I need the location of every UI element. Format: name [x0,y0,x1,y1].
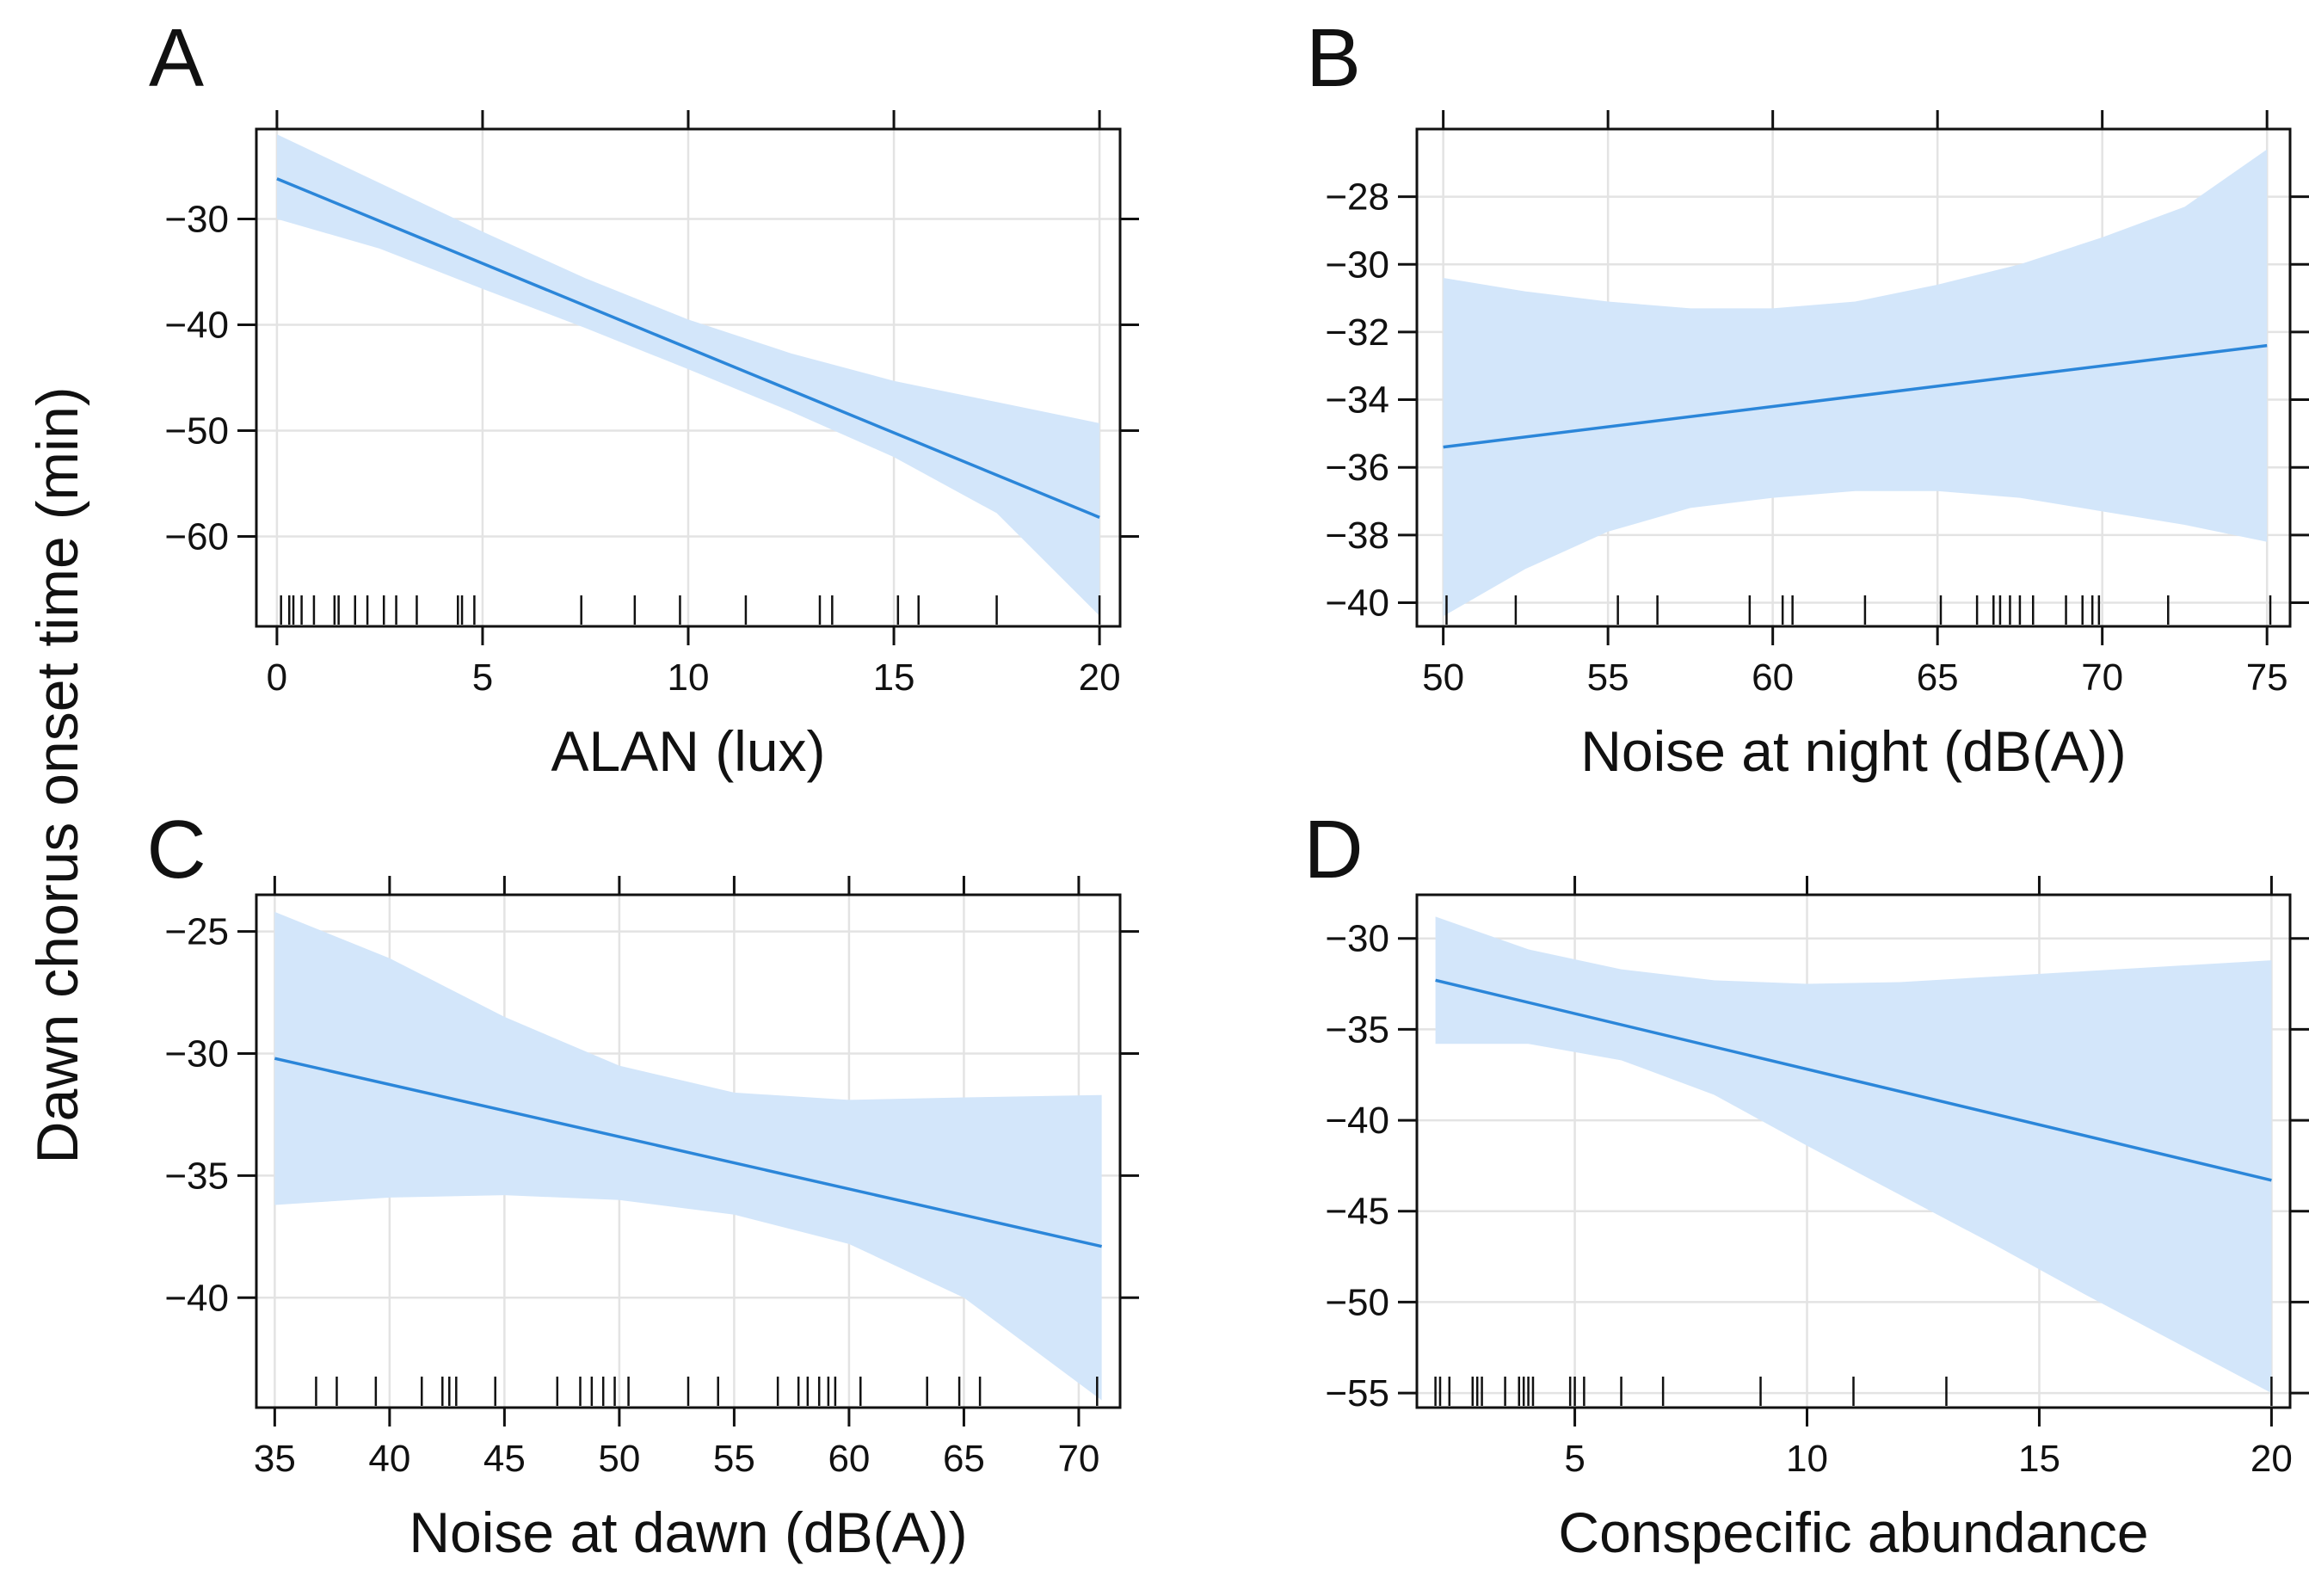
y-tick-label: −32 [1325,311,1389,354]
y-tick-label: −35 [164,1155,229,1197]
fit-line [276,177,1100,519]
panel-b: 50 55 60 65 70 75 −28 −30 −32 −34 −36 −38 −40 Noise a… [1306,12,2309,783]
x-tick-label: 70 [1057,1438,1099,1480]
y-tick-label: −28 [1325,176,1389,219]
y-tick-label: −38 [1325,515,1389,557]
x-tick-label: 45 [483,1438,526,1480]
panel-letter: B [1306,12,1361,104]
x-tick-label: 15 [2018,1438,2060,1480]
x-tick-label: 10 [668,656,710,699]
y-tick-label: −40 [1325,582,1389,624]
x-axis-title: ALAN (lux) [551,719,825,783]
plot-frame [255,893,1122,1409]
y-tick-label: −30 [1325,243,1389,286]
confidence-band [1435,916,2272,1394]
x-tick-label: 35 [254,1438,296,1480]
x-tick-label: 55 [1587,656,1629,699]
x-tick-label: 5 [1564,1438,1585,1480]
x-tick-label: 20 [1079,656,1121,699]
confidence-band [276,134,1100,616]
x-tick-label: 10 [1786,1438,1828,1480]
fit-line [274,1057,1103,1248]
y-tick-label: −36 [1325,447,1389,489]
fit-line [1443,343,2268,449]
x-axis-title: Noise at dawn (dB(A)) [409,1500,967,1564]
y-tick-label: −35 [1325,1008,1389,1051]
x-tick-label: 65 [1917,656,1959,699]
x-tick-label: 60 [828,1438,870,1480]
x-axis-title: Conspecific abundance [1558,1500,2148,1564]
x-tick-label: 40 [368,1438,410,1480]
y-tick-label: −55 [1325,1372,1389,1414]
y-tick-label: −60 [164,515,229,558]
plot-frame [1415,127,2292,628]
plot-frame [1415,893,2292,1409]
y-tick-label: −30 [164,199,229,241]
y-tick-label: −50 [164,410,229,452]
y-tick-label: −50 [1325,1281,1389,1323]
fit-line [1435,978,2272,1182]
x-tick-label: 15 [873,656,915,699]
x-tick-label: 55 [713,1438,755,1480]
y-tick-label: −25 [164,911,229,953]
panel-letter: A [149,12,204,104]
x-tick-label: 60 [1752,656,1794,699]
x-tick-label: 75 [2246,656,2288,699]
x-tick-label: 65 [943,1438,985,1480]
panel-d: 5 10 15 20 −30 −35 −40 −45 −50 −55 Conspecific abu… [1303,804,2309,1564]
x-tick-label: 50 [598,1438,640,1480]
y-tick-label: −45 [1325,1191,1389,1233]
y-tick-label: −30 [164,1032,229,1075]
x-axis-title: Noise at night (dB(A)) [1580,719,2127,783]
y-tick-label: −34 [1325,379,1389,422]
x-tick-label: 20 [2251,1438,2293,1480]
x-tick-label: 0 [267,656,287,699]
panel-letter: C [146,804,206,896]
x-tick-label: 5 [472,656,493,699]
shared-y-axis-title: Dawn chorus onset time (min) [25,386,90,1163]
panel-letter: D [1303,804,1363,896]
confidence-band [1443,149,2268,617]
x-tick-label: 70 [2081,656,2123,699]
panel-a: 0 5 10 15 20 −30 −40 −50 −60 ALAN (lux) A [149,12,1139,783]
x-tick-label: 50 [1422,656,1464,699]
y-tick-label: −30 [1325,918,1389,960]
panel-c: 35 40 45 50 55 60 65 70 −25 −30 −35 −40 Noise at daw… [146,804,1139,1564]
y-tick-label: −40 [164,1277,229,1319]
confidence-band [274,911,1102,1401]
y-tick-label: −40 [1325,1100,1389,1142]
y-tick-label: −40 [164,305,229,347]
